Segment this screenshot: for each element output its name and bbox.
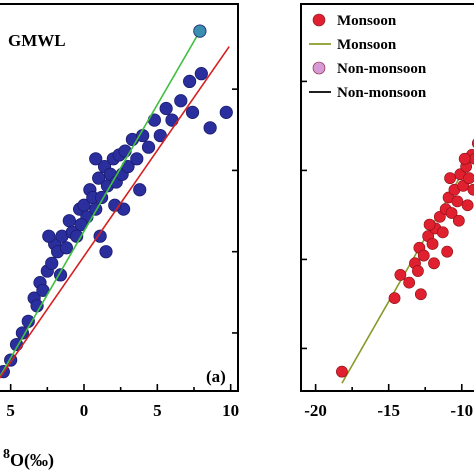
- monsoon-point: [467, 183, 474, 196]
- data-point: [42, 229, 56, 243]
- data-point: [130, 152, 144, 166]
- legend-marker: [312, 13, 326, 27]
- monsoon-point: [436, 226, 449, 239]
- data-point: [133, 183, 147, 197]
- monsoon-point: [428, 257, 440, 270]
- data-point: [89, 152, 103, 166]
- panel-a-frame: [0, 3, 239, 392]
- monsoon-point: [441, 245, 454, 258]
- monsoon-point: [452, 214, 465, 227]
- monsoon-point: [414, 288, 427, 301]
- x-axis-label: 8O(‰): [3, 447, 54, 471]
- data-point: [141, 140, 156, 154]
- highlight-point: [193, 24, 207, 38]
- monsoon-line: [341, 150, 474, 384]
- data-point: [203, 121, 217, 135]
- data-point: [219, 105, 233, 119]
- x-tick-label: 5: [6, 401, 15, 420]
- monsoon-point: [451, 195, 464, 208]
- data-point: [92, 171, 106, 185]
- x-tick-label: -10: [450, 401, 473, 420]
- lmwl-line: [0, 46, 230, 379]
- monsoon-point: [388, 292, 401, 305]
- legend-label: Monsoon: [337, 37, 397, 53]
- panel-a-label: (a): [206, 367, 226, 386]
- monsoon-point: [394, 268, 407, 281]
- data-point: [59, 241, 74, 255]
- data-point: [153, 128, 167, 143]
- panel-a: 5 0 5 10 GMWL (a) 8O(‰): [0, 3, 239, 471]
- data-point: [194, 67, 208, 81]
- data-point: [159, 101, 173, 116]
- monsoon-point: [403, 276, 416, 289]
- panel-b: -20 -15 -10 Monsoon Monsoon Non-monsoon Non-m…: [300, 3, 474, 420]
- monsoon-point: [336, 365, 348, 378]
- monsoon-point: [444, 172, 456, 185]
- x-tick-label: 10: [222, 401, 239, 420]
- legend-label: Non-monsoon: [337, 85, 427, 101]
- monsoon-point: [417, 249, 430, 262]
- x-tick-label: 0: [80, 401, 89, 420]
- gmwl-annotation: GMWL: [8, 31, 66, 50]
- panel-b-frame: [300, 3, 474, 392]
- monsoon-point: [463, 172, 474, 185]
- monsoon-point: [423, 218, 436, 231]
- data-point: [165, 113, 179, 127]
- x-tick-label: -20: [304, 401, 327, 420]
- x-tick-label: 5: [153, 401, 162, 420]
- monsoon-point: [426, 238, 439, 250]
- monsoon-point: [458, 152, 471, 165]
- monsoon-point: [445, 207, 458, 219]
- monsoon-point: [461, 199, 474, 212]
- data-point: [99, 245, 113, 259]
- data-point: [93, 229, 107, 243]
- data-point: [45, 256, 59, 270]
- data-point: [185, 105, 200, 119]
- legend-label: Non-monsoon: [337, 61, 427, 77]
- data-point: [62, 214, 76, 228]
- monsoon-point: [412, 265, 424, 277]
- x-tick-label: -15: [377, 401, 400, 420]
- legend-marker: [312, 61, 326, 75]
- data-point: [118, 144, 132, 158]
- data-point: [174, 94, 188, 108]
- data-point: [183, 74, 197, 89]
- legend: Monsoon Monsoon Non-monsoon Non-monsoon: [309, 13, 427, 101]
- gmwl-line: [0, 30, 201, 378]
- legend-label: Monsoon: [337, 13, 397, 29]
